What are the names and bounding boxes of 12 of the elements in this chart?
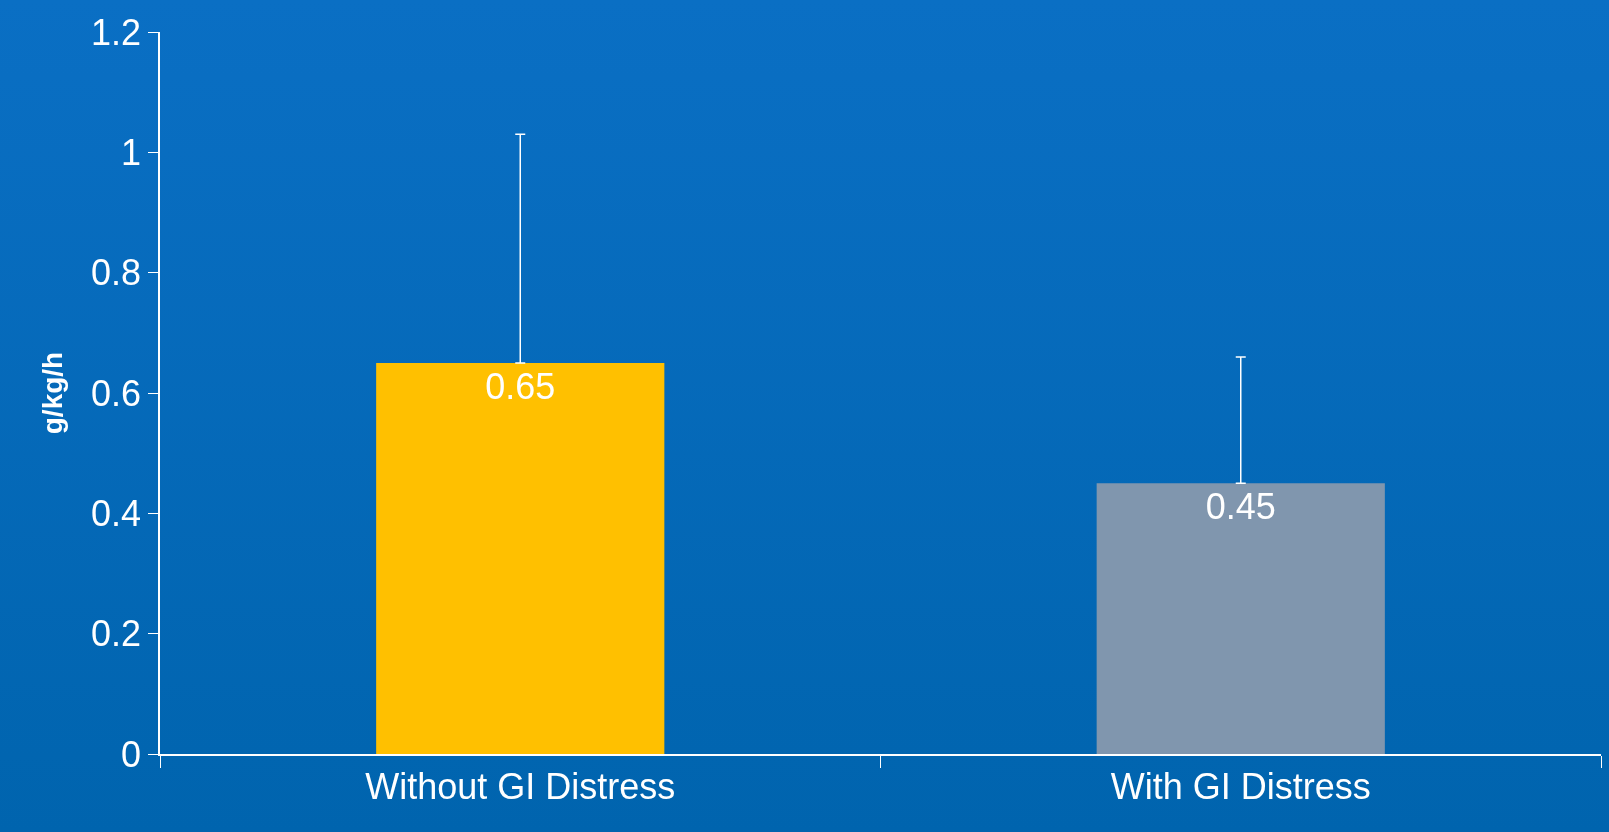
y-tick-label: 0.6 <box>91 372 142 414</box>
y-tick-label: 0.4 <box>91 492 142 534</box>
y-tick-label: 0.2 <box>91 613 142 655</box>
data-label: 0.65 <box>485 365 556 407</box>
y-tick-label: 0.8 <box>91 252 142 294</box>
data-label: 0.45 <box>1205 486 1276 528</box>
y-tick-label: 0 <box>121 733 142 775</box>
x-tick-label: With GI Distress <box>1110 765 1371 807</box>
y-tick-label: 1.2 <box>91 11 142 53</box>
y-tick-label: 1 <box>121 131 142 173</box>
x-tick-label: Without GI Distress <box>365 765 676 807</box>
y-axis-title: g/kg/h <box>37 351 69 435</box>
